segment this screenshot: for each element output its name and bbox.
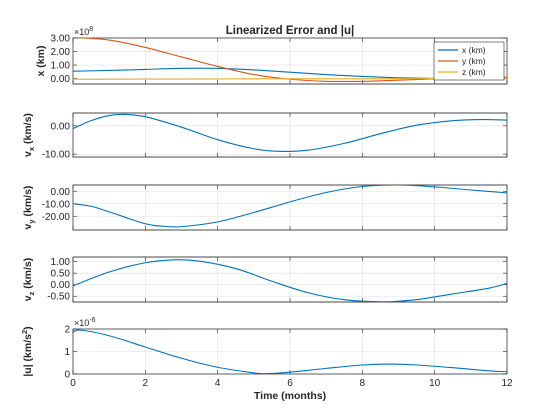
y-axis-label: vy (km/s) [22,186,36,230]
x-tick-label: 6 [287,378,293,389]
y-tick-label: 3.00 [51,34,71,45]
y-tick-label: -10.00 [42,199,71,210]
y-tick-label: 0.00 [51,121,71,132]
y-tick-label: 0.00 [51,74,71,85]
y-tick-label: 2.00 [51,47,71,58]
x-axis-label: Time (months) [254,390,326,402]
chart-title: Linearized Error and |u| [226,25,355,37]
axes-border [72,328,508,375]
y-axis-label: |u| (km/s2) [20,326,34,376]
subplot-stack: 0.00 1.00 2.00 3.00 x (km) ×108 Linearized Err… [20,25,513,402]
legend-entry-2: y (km) [462,56,486,66]
axes-border [72,37,508,85]
legend-entry-3: z (km) [462,67,486,77]
y-axis-label: x (km) [35,46,47,77]
x-tick-label: 10 [429,378,441,389]
y-tick-label: 0.50 [51,269,71,280]
series-line-1 [73,185,507,228]
y-tick-label: 1.00 [51,257,71,268]
y-exponent-label: ×10-6 [74,317,96,328]
x-tick-label: 8 [360,378,366,389]
y-tick-label: -0.50 [47,292,70,303]
y-exponent-label: ×108 [74,26,93,37]
y-tick-label: 0.00 [51,187,71,198]
x-tick-label: 0 [70,378,76,389]
y-axis-label: vz (km/s) [22,258,36,301]
subplot-4: -0.500.000.501.00 vz (km/s) [22,256,508,303]
x-tick-label: 4 [215,378,221,389]
series-line-1 [73,113,507,152]
y-tick-label: -20.00 [42,212,71,223]
subplot-3: -20.00 -10.000.00 vy (km/s) [22,184,508,231]
legend-entry-1: x (km) [462,45,486,55]
x-tick-label: 2 [143,378,149,389]
x-tick-label: 12 [501,378,513,389]
y-tick-label: 0.00 [51,280,71,291]
subplot-2: -10.00 0.00 vx (km/s) [22,112,508,161]
y-tick-label: 2 [64,325,70,336]
axes-border [72,112,508,158]
y-tick-label: -10.00 [42,150,71,161]
axes-border [72,184,508,231]
y-tick-label: 1 [64,347,70,358]
y-tick-label: 0 [64,370,70,381]
y-tick-label: 1.00 [51,61,71,72]
axes-border [72,256,508,303]
series-line-1 [73,259,507,302]
y-axis-label: vx (km/s) [22,113,36,157]
series-line-1 [73,329,507,374]
legend: x (km)y (km)z (km) [433,41,505,81]
subplot-1: 0.00 1.00 2.00 3.00 x (km) ×108 Linearized Err… [35,25,508,85]
